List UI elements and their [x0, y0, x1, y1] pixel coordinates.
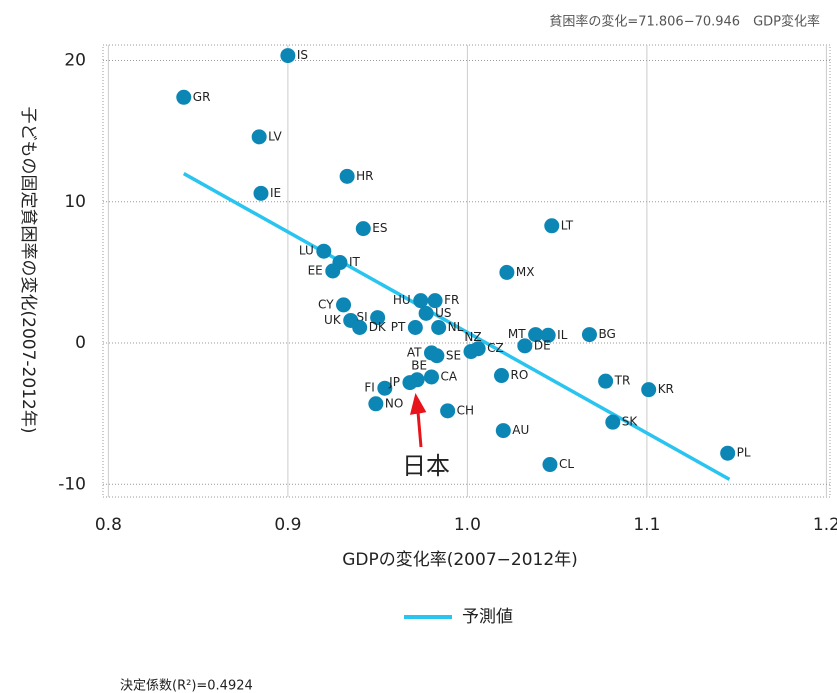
point-label: HR	[356, 169, 373, 183]
point	[499, 264, 515, 280]
point-label: TR	[614, 374, 631, 388]
point-label: AU	[512, 423, 529, 437]
point	[409, 372, 425, 388]
point-label: PT	[391, 320, 406, 334]
legend-label: 予測値	[462, 607, 513, 627]
point	[495, 423, 511, 439]
point	[598, 373, 614, 389]
point-label: DK	[369, 320, 387, 334]
point	[429, 348, 445, 364]
point-label: MT	[508, 327, 526, 341]
point	[605, 414, 621, 430]
point-label: AT	[407, 345, 422, 359]
point-label: JP	[388, 375, 400, 389]
point-label: SE	[446, 348, 461, 362]
point-label: SI	[356, 310, 367, 324]
point	[325, 263, 341, 279]
point-label: LV	[268, 129, 282, 143]
point-label: CA	[440, 369, 457, 383]
point	[352, 320, 368, 335]
point-label: CY	[318, 297, 334, 311]
subtitle: 貧困率の変化=71.806−70.946 GDP変化率	[549, 14, 820, 30]
point-label: NZ	[464, 330, 481, 344]
point-label: NL	[448, 320, 464, 334]
point	[720, 445, 736, 461]
point	[176, 89, 192, 105]
point-label: IE	[270, 186, 281, 200]
point	[423, 369, 439, 385]
x-tick-label: 0.9	[274, 515, 301, 535]
point	[427, 293, 443, 309]
point-label: BG	[598, 327, 615, 341]
x-tick-label: 1.1	[633, 515, 660, 535]
x-tick-label: 0.8	[95, 515, 122, 535]
point	[280, 48, 296, 64]
point	[316, 243, 332, 259]
point-label: HU	[393, 293, 411, 307]
note: 決定係数(R²)=0.4924	[120, 679, 253, 693]
x-tick-label: 1.0	[454, 515, 481, 535]
point	[339, 168, 355, 184]
point	[407, 320, 423, 335]
point	[440, 403, 456, 419]
point	[251, 129, 267, 145]
point-label: NO	[385, 396, 403, 410]
point-label: MX	[516, 265, 535, 279]
point	[431, 320, 447, 335]
point-label: IT	[349, 255, 361, 269]
point-label: IL	[557, 328, 568, 342]
point-label: LU	[299, 244, 314, 258]
point	[370, 310, 386, 326]
point-label: CZ	[487, 341, 504, 355]
x-axis-label: GDPの変化率(2007−2012年)	[342, 550, 578, 570]
x-tick-label: 1.2	[813, 515, 837, 535]
point-label: CL	[559, 457, 574, 471]
point	[377, 380, 393, 396]
y-tick-label: 10	[64, 192, 86, 212]
point-label: FR	[444, 293, 459, 307]
y-tick-label: 0	[75, 333, 86, 353]
point-label: US	[435, 306, 451, 320]
point-label: LT	[561, 218, 574, 232]
point-label: KR	[658, 382, 674, 396]
point	[418, 305, 434, 321]
point-label: SK	[622, 415, 639, 429]
point	[542, 457, 558, 473]
point-label: DE	[534, 338, 551, 352]
point-label: UK	[324, 313, 342, 327]
y-axis-label: 子どもの固定貧困率の変化(2007-2012年)	[18, 107, 38, 434]
point-label: RO	[511, 368, 529, 382]
point	[470, 341, 486, 357]
point	[336, 297, 352, 313]
point	[528, 327, 544, 343]
point	[355, 221, 371, 237]
point-label: ES	[372, 221, 387, 235]
point	[540, 327, 556, 343]
trend-line	[182, 172, 731, 481]
point-label: EE	[308, 264, 323, 278]
annotation: 日本	[402, 452, 450, 480]
point	[368, 396, 384, 412]
point	[544, 218, 560, 234]
point-label: IS	[297, 48, 308, 62]
point	[641, 382, 657, 398]
arrow	[409, 393, 427, 448]
y-tick-label: -10	[58, 474, 86, 494]
point	[494, 368, 510, 384]
point	[413, 293, 429, 309]
plot-border	[102, 44, 831, 498]
point	[581, 327, 597, 343]
y-tick-label: 20	[64, 51, 86, 71]
point-label: PL	[737, 446, 751, 460]
point-label: BE	[411, 358, 427, 372]
point-label: CH	[457, 403, 474, 417]
point-label: GR	[193, 90, 211, 104]
point-label: FI	[364, 381, 374, 395]
point	[253, 185, 269, 201]
point	[517, 338, 533, 354]
